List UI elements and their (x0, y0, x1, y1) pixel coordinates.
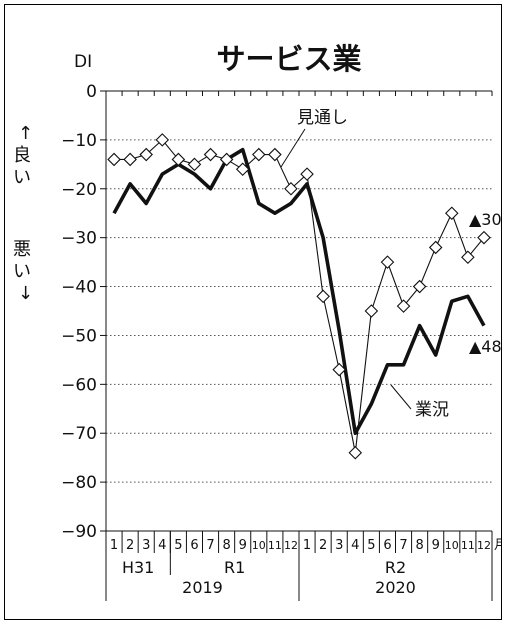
x-tick-label: 9 (432, 538, 440, 553)
y-tick-label: 0 (86, 82, 97, 102)
data-point-mitoshi (300, 167, 314, 181)
x-tick-label: 11 (461, 539, 475, 552)
era-label: R2 (385, 558, 406, 577)
x-tick-label: 2 (319, 538, 327, 553)
x-tick-label: 8 (222, 538, 230, 553)
annotation-gyoukyou: 業況 (415, 400, 449, 420)
x-tick-label: 12 (284, 539, 298, 552)
x-tick-label: 2 (126, 538, 134, 553)
data-point-mitoshi (396, 299, 411, 313)
x-axis-unit: 月 (494, 538, 501, 553)
chart-frame: サービス業 DI ↑ 良 い 悪 い ↓ 0 −10 −20 −30 −40 −50 −60… (4, 4, 502, 620)
series-layer (107, 133, 491, 460)
x-tick-label: 8 (415, 538, 423, 553)
y-axis: 0 −10 −20 −30 −40 −50 −60 −70 −80 −90 (61, 82, 107, 542)
year-label: 2019 (182, 578, 223, 597)
x-tick-label: 12 (477, 539, 491, 552)
data-point-mitoshi (477, 230, 491, 245)
line-chart: サービス業 DI ↑ 良 い 悪 い ↓ 0 −10 −20 −30 −40 −50 −60… (13, 42, 501, 601)
svg-text:良: 良 (13, 145, 31, 166)
data-point-mitoshi (332, 362, 346, 377)
annotation-mitoshi: 見通し (297, 108, 348, 128)
data-point-mitoshi (235, 162, 250, 177)
x-tick-label: 6 (190, 538, 198, 553)
y-tick-label: −40 (61, 278, 97, 298)
year-label: 2020 (375, 578, 416, 597)
gridlines (106, 139, 492, 483)
data-point-mitoshi (380, 255, 395, 269)
data-point-mitoshi (219, 152, 234, 167)
svg-text:悪: 悪 (13, 239, 31, 260)
svg-text:い: い (13, 261, 31, 282)
data-point-mitoshi (316, 289, 330, 304)
x-tick-label: 9 (239, 538, 247, 553)
y-bad-label: 悪 い ↓ (13, 239, 33, 304)
data-point-mitoshi (187, 157, 202, 172)
data-point-mitoshi (428, 240, 443, 255)
y-tick-label: −20 (61, 180, 97, 200)
era-label: H31 (122, 558, 154, 577)
data-point-mitoshi (107, 152, 121, 167)
x-tick-label: 11 (268, 539, 282, 552)
chart-title: サービス業 (216, 42, 361, 76)
data-point-mitoshi (268, 147, 282, 162)
x-tick-label: 6 (383, 538, 391, 553)
data-point-mitoshi (445, 206, 459, 221)
x-tick-label: 5 (174, 538, 182, 553)
series-line-gyoukyou (112, 147, 486, 436)
data-point-mitoshi (123, 152, 137, 167)
x-tick-label: 10 (445, 539, 459, 552)
annotation-gyoukyou-leader (390, 384, 412, 410)
annotation-mitoshi-leader (280, 128, 306, 168)
data-point-mitoshi (461, 250, 475, 265)
x-tick-label: 1 (303, 538, 311, 553)
svg-text:い: い (13, 167, 31, 188)
data-point-mitoshi (139, 147, 153, 162)
y-tick-label: −90 (61, 522, 97, 542)
y-tick-label: −10 (61, 131, 97, 151)
data-point-mitoshi (412, 279, 427, 294)
data-point-mitoshi (252, 147, 266, 162)
data-point-mitoshi (155, 133, 170, 147)
x-tick-label: 4 (158, 538, 166, 553)
x-tick-label: 7 (206, 538, 214, 553)
y-good-label: ↑ 良 い (13, 123, 33, 188)
x-tick-label: 5 (367, 538, 375, 553)
end-label-gyoukyou: ▲48 (469, 337, 501, 356)
x-tick-label: 3 (335, 538, 343, 553)
x-tick-label: 3 (142, 538, 150, 553)
x-tick-label: 1 (110, 538, 118, 553)
svg-text:↓: ↓ (18, 283, 33, 304)
end-label-mitoshi: ▲30 (469, 210, 501, 229)
x-tick-label: 10 (252, 539, 266, 552)
era-label: R1 (224, 558, 245, 577)
y-axis-unit-label: DI (74, 52, 92, 72)
data-point-mitoshi (171, 152, 186, 167)
svg-text:↑: ↑ (18, 123, 33, 144)
data-point-mitoshi (203, 147, 218, 162)
data-point-mitoshi (348, 445, 363, 460)
y-tick-label: −50 (61, 326, 97, 346)
y-tick-label: −70 (61, 424, 97, 444)
data-point-mitoshi (364, 304, 379, 318)
x-tick-label: 7 (399, 538, 407, 553)
y-tick-label: −60 (61, 375, 97, 395)
data-point-mitoshi (284, 181, 298, 196)
y-tick-label: −30 (61, 229, 97, 249)
x-tick-label: 4 (351, 538, 359, 553)
y-tick-label: −80 (61, 473, 97, 493)
